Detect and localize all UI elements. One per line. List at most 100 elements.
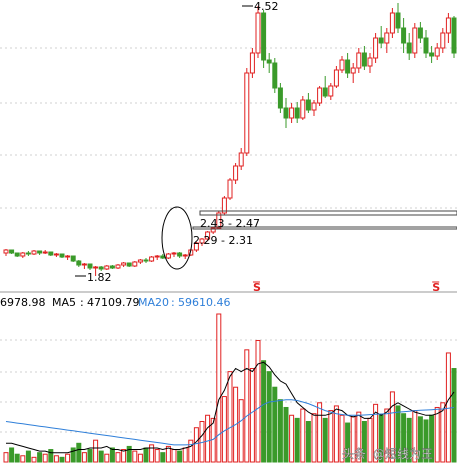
volume-bar — [311, 413, 317, 463]
candle-body — [266, 59, 272, 64]
volume-bar — [59, 456, 65, 463]
ma20-value: 59610.46 — [178, 296, 231, 309]
candle-body — [345, 59, 351, 74]
candle-body — [31, 250, 37, 255]
candle-body — [81, 263, 87, 266]
volume-bar — [171, 449, 177, 463]
volume-bar — [31, 456, 37, 463]
sell-signal-marker: S — [432, 281, 440, 294]
candle-body — [429, 52, 435, 57]
volume-bar — [216, 313, 222, 463]
volume-bar — [104, 453, 110, 463]
candle-body — [350, 67, 356, 74]
volume-bar — [48, 449, 54, 463]
candle-body — [65, 255, 71, 258]
candle-body — [406, 42, 412, 54]
candle-body — [182, 254, 188, 257]
volume-bar — [42, 453, 48, 463]
candle-body — [412, 27, 418, 54]
volume-bar — [451, 368, 457, 463]
candle-body — [9, 249, 15, 254]
candle-body — [244, 72, 250, 154]
candle-body — [227, 179, 233, 199]
candle-body — [373, 37, 379, 59]
volume-bar — [289, 414, 295, 463]
candle-body — [59, 253, 65, 258]
volume-bar — [65, 453, 71, 463]
volume-bar — [401, 413, 407, 463]
candle-body — [305, 99, 311, 111]
candle-body — [199, 238, 205, 244]
low-price-label: 1.82 — [87, 271, 112, 284]
zone-label-upper: 2.43 - 2.47 — [200, 217, 260, 230]
volume-bar — [373, 403, 379, 463]
candle-body — [121, 262, 127, 266]
volume-bar — [143, 447, 149, 463]
high-price-label: 4.52 — [254, 0, 279, 13]
candle-body — [283, 107, 289, 119]
volume-bar — [283, 406, 289, 463]
candle-body — [328, 85, 334, 97]
candle-body — [322, 87, 328, 97]
candle-body — [53, 253, 59, 256]
volume-bars — [3, 313, 457, 463]
price-zone-band — [192, 226, 457, 230]
candle-body — [451, 17, 457, 54]
candle-body — [289, 107, 295, 119]
volume-bar — [328, 410, 334, 463]
volume-bar — [149, 444, 155, 463]
candle-body — [395, 12, 401, 29]
volume-bar — [345, 422, 351, 463]
volume-bar — [333, 405, 339, 463]
volume-bar — [154, 449, 160, 463]
volume-bar — [221, 396, 227, 463]
volume-bar — [14, 453, 20, 463]
ma5-value: 47109.79 — [87, 296, 140, 309]
candle-body — [137, 259, 143, 263]
volume-bar — [266, 371, 272, 463]
volume-bar — [193, 427, 199, 463]
candle-body — [126, 262, 132, 267]
candle-body — [109, 265, 115, 269]
volume-value: 6978.98 — [0, 296, 46, 309]
candle-body — [333, 69, 339, 87]
volume-bar — [37, 452, 43, 463]
volume-bar — [244, 349, 250, 463]
ma20-sep: : — [171, 296, 175, 309]
candle-body — [154, 255, 160, 258]
volume-bar — [440, 402, 446, 463]
candle-body — [160, 255, 166, 259]
candle-body — [361, 52, 367, 67]
volume-bar — [3, 452, 9, 463]
candle-body — [249, 52, 255, 74]
candle-body — [401, 27, 407, 44]
candle-body — [48, 251, 54, 256]
candle-body — [87, 263, 93, 269]
ma20-name: MA20 — [138, 296, 169, 309]
candle-body — [70, 255, 76, 262]
candle-body — [149, 256, 155, 262]
volume-bar — [294, 417, 300, 463]
candle-body — [277, 87, 283, 109]
volume-bar — [160, 452, 166, 463]
candle-body — [25, 252, 31, 255]
candle-body — [205, 231, 211, 240]
candle-body — [384, 32, 390, 44]
volume-bar — [395, 405, 401, 463]
candle-body — [20, 252, 26, 257]
volume-bar — [98, 450, 104, 463]
volume-bar — [81, 452, 87, 463]
candle-body — [233, 165, 239, 181]
candle-body — [294, 107, 300, 119]
candle-body — [445, 17, 451, 34]
volume-bar — [205, 414, 211, 463]
annotations: 4.52 1.82 2.43 - 2.47 2.29 - 2.31 — [75, 0, 279, 284]
volume-bar — [356, 411, 362, 463]
candle-body — [210, 227, 216, 233]
candle-body — [272, 62, 278, 89]
candle-body — [132, 261, 138, 267]
volume-bar — [188, 439, 194, 463]
candle-body — [356, 52, 362, 69]
candle-body — [300, 99, 306, 119]
